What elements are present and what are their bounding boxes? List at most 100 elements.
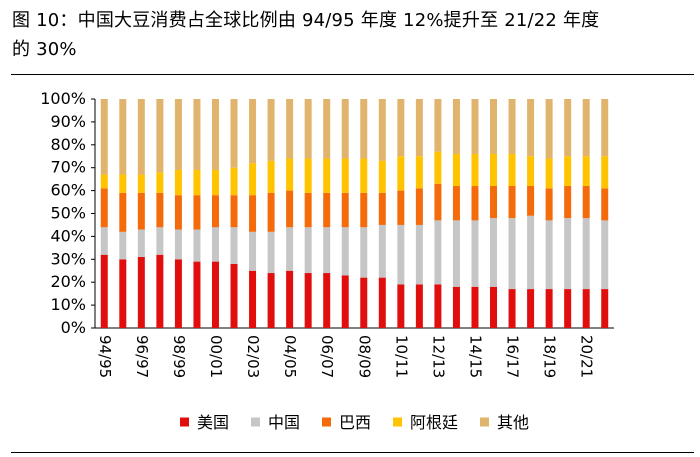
bar-segment [360,158,368,193]
legend-label: 其他 [497,413,529,432]
x-tick-label: 98/99 [170,335,188,378]
bar-segment [304,158,312,193]
y-tick-label: 100% [40,89,86,108]
x-tick-label: 08/09 [355,335,373,378]
bar-segment [211,227,219,262]
bar-segment [174,229,182,260]
bar-segment [211,261,219,328]
bar-segment [545,289,553,328]
x-tick-label: 14/15 [466,335,484,378]
bar-segment [415,188,423,225]
bar-segment [601,220,609,290]
bar-segment [360,227,368,278]
bar-segment [137,174,145,193]
bar-segment [137,192,145,230]
legend-label: 中国 [268,413,300,432]
bar-segment [490,286,498,328]
bar-segment [174,99,182,170]
bar-segment [100,99,108,175]
bar-segment [249,195,257,232]
bar-segment [564,156,572,187]
bar-segment [397,284,405,328]
bar-segment [415,284,423,328]
bar-segment [286,158,294,191]
bar-segment [249,99,257,164]
bar-segment [601,99,609,157]
bar-segment [211,195,219,228]
bar-segment [415,99,423,157]
bar-segment [434,183,442,221]
bar-segment [193,195,201,230]
bar-segment [360,99,368,159]
bar-segment [137,257,145,328]
bar-segment [341,227,349,276]
bar-segment [452,153,460,187]
bar-segment [415,156,423,189]
bar-segment [490,218,498,287]
x-tick-label: 04/05 [281,335,299,378]
bar-segment [267,99,275,161]
y-tick-label: 30% [50,249,86,268]
x-tick-label: 20/21 [578,335,596,378]
bar-segment [508,289,516,328]
bar-segment [174,195,182,230]
bar-segment [211,169,219,196]
bar-segment [119,231,127,260]
bar-segment [490,99,498,154]
bar-segment [323,273,331,328]
bar-segment [230,195,238,228]
y-tick-label: 90% [50,112,86,131]
bar-segment [174,169,182,196]
x-tick-label: 16/17 [504,335,522,378]
bar-segment [341,275,349,328]
bar-segment [582,156,590,187]
bar-segment [193,169,201,196]
bar-segment [341,158,349,193]
bar-segment [323,227,331,274]
bar-segment [378,277,386,328]
x-tick-label: 96/97 [133,335,151,378]
bar-segment [397,156,405,191]
bar-segment [137,99,145,175]
bar-segment [490,186,498,219]
bar-segment [378,192,386,225]
bar-segment [452,99,460,154]
bar-segment [434,284,442,328]
bar-segment [527,215,535,290]
bar-segment [286,99,294,159]
bar-segment [100,188,108,228]
x-tick-label: 06/07 [318,335,336,378]
bar-segment [508,99,516,154]
x-tick-label: 94/95 [96,335,114,378]
bar-segment [156,99,164,173]
bar-segment [100,254,108,328]
bar-segment [100,174,108,189]
bar-segment [323,192,331,228]
bar-segment [434,220,442,285]
bar-segment [341,192,349,228]
legend-swatch [480,417,489,427]
bar-segment [397,190,405,225]
bar-segment [397,224,405,285]
bar-segment [156,172,164,193]
bar-segment [434,99,442,152]
y-tick-label: 40% [50,226,86,245]
bar-segment [193,99,201,170]
bar-segment [249,270,257,328]
bar-segment [304,273,312,328]
bar-segment [304,99,312,159]
bar-segment [230,99,238,168]
bar-segment [193,261,201,328]
bar-segment [452,286,460,328]
bar-segment [360,277,368,328]
bar-segment [100,227,108,255]
bar-segment [471,99,479,154]
bar-segment [545,188,553,221]
bar-segment [508,153,516,187]
bar-segment [564,99,572,157]
bar-segment [582,289,590,328]
bar-segment [323,99,331,159]
y-tick-label: 70% [50,158,86,177]
bar-segment [267,273,275,328]
legend-swatch [322,417,331,427]
